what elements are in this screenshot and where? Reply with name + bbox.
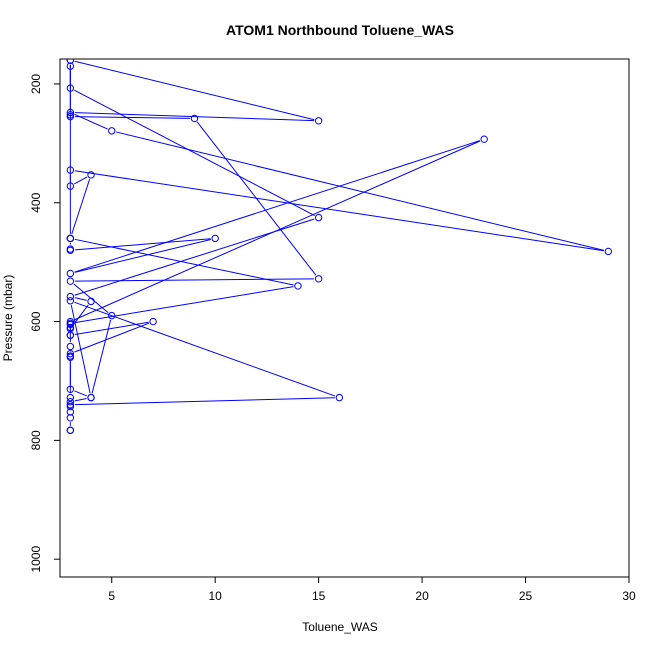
x-tick-label: 15 <box>312 589 326 603</box>
y-tick-label: 800 <box>29 430 43 450</box>
data-point <box>66 297 75 305</box>
series-line-segment <box>91 319 112 394</box>
y-tick-label: 400 <box>29 192 43 212</box>
data-point <box>87 297 95 306</box>
data-point <box>66 393 75 402</box>
series-line-segment <box>74 238 294 286</box>
data-point <box>314 213 323 222</box>
series-line-segment <box>74 176 88 185</box>
data-point <box>66 401 75 409</box>
series-line-segment <box>74 140 481 273</box>
data-point <box>66 349 75 358</box>
data-point <box>66 84 75 92</box>
data-point <box>66 112 75 121</box>
x-axis: 5 10 15 20 25 30 <box>108 577 636 603</box>
x-tick-label: 10 <box>209 589 223 603</box>
series-line-segment <box>74 238 211 273</box>
data-point <box>294 282 302 290</box>
y-tick-label: 1000 <box>29 546 43 573</box>
data-point <box>108 311 116 320</box>
data-point <box>314 117 323 125</box>
data-point <box>66 414 75 422</box>
x-tick-label: 30 <box>622 589 636 603</box>
data-point <box>66 245 75 253</box>
x-tick-label: 25 <box>519 589 533 603</box>
series-line-segment <box>74 390 88 397</box>
data-point <box>66 269 75 278</box>
x-axis-label: Toluene_WAS <box>302 620 378 634</box>
data-point <box>66 62 75 70</box>
series-line-segment <box>72 304 89 326</box>
series-line-segment <box>115 131 605 251</box>
data-point <box>108 127 116 135</box>
series-line-segment <box>74 238 211 251</box>
data-point <box>211 234 219 243</box>
series-line-segment <box>74 397 335 406</box>
y-axis-label: Pressure (mbar) <box>1 275 15 362</box>
data-point <box>66 331 75 339</box>
series-line-segment <box>74 140 481 321</box>
y-tick-label: 600 <box>29 311 43 331</box>
series-line-segment <box>74 322 150 353</box>
data-point <box>66 59 75 64</box>
data-point <box>66 385 75 393</box>
data-point <box>604 247 613 256</box>
data-point <box>480 135 488 143</box>
series-layer <box>66 59 613 434</box>
series-line-segment <box>74 278 315 282</box>
series-line-segment <box>74 112 315 122</box>
data-point <box>66 352 75 360</box>
series-line-segment <box>74 286 294 324</box>
series-line-segment <box>196 121 317 276</box>
series-line-segment <box>74 89 315 216</box>
y-tick-label: 200 <box>29 74 43 94</box>
y-axis: 200 400 600 800 1000 <box>29 74 60 573</box>
series-line-segment <box>70 305 91 394</box>
data-point <box>66 277 75 285</box>
data-point <box>66 182 75 190</box>
data-point <box>66 234 75 243</box>
data-point <box>66 166 75 174</box>
data-point <box>190 114 199 123</box>
data-point <box>314 275 323 283</box>
data-point <box>149 317 157 326</box>
data-point <box>335 393 344 402</box>
data-point <box>66 323 75 332</box>
data-point <box>87 393 95 402</box>
data-point <box>87 171 95 179</box>
series-line-segment <box>74 60 315 121</box>
series-line-segment <box>74 170 604 252</box>
series-line-segment <box>74 301 336 397</box>
data-point <box>66 292 75 301</box>
series-line-segment <box>74 397 87 402</box>
series-line-segment <box>74 321 149 335</box>
data-point <box>66 408 75 416</box>
series-line-segment <box>74 116 190 119</box>
x-tick-label: 20 <box>415 589 429 603</box>
data-point <box>66 108 75 117</box>
data-point <box>66 342 75 351</box>
data-point <box>66 320 75 329</box>
series-line-segment <box>71 178 91 235</box>
data-point <box>66 426 75 434</box>
data-point <box>66 398 75 406</box>
series-line-segment <box>74 297 87 301</box>
plot-frame <box>59 58 630 578</box>
chart-title: ATOM1 Northbound Toluene_WAS <box>226 22 454 38</box>
x-tick-label: 5 <box>108 589 115 603</box>
